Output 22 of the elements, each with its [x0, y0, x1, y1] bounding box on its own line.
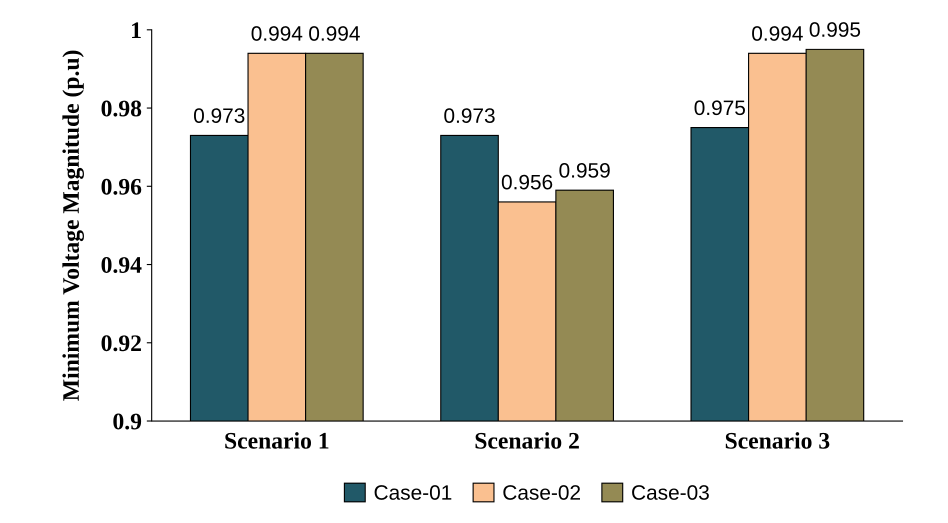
data-label: 0.994: [309, 26, 360, 41]
y-tick-label: 0.96: [102, 178, 142, 195]
y-tick-label: 0.98: [102, 100, 142, 117]
data-label: 0.994: [752, 26, 803, 41]
data-label: 0.995: [810, 22, 860, 37]
data-label: 0.973: [444, 108, 495, 123]
y-tick-label: 0.94: [102, 257, 142, 274]
data-label: 0.959: [559, 163, 610, 178]
y-tick-label: 0.92: [102, 335, 141, 352]
legend-label: Case-03: [632, 485, 709, 500]
data-label: 0.956: [502, 174, 552, 190]
data-label: 0.973: [194, 108, 244, 123]
data-label: 0.975: [694, 100, 745, 116]
y-tick-label: 1: [132, 22, 141, 38]
x-tick-label: Scenario 1: [225, 432, 328, 449]
x-tick-label: Scenario 2: [476, 432, 579, 449]
y-tick-label: 0.9: [113, 414, 142, 430]
x-tick-label: Scenario 3: [726, 432, 830, 449]
data-label: 0.994: [252, 26, 302, 41]
legend-label: Case-02: [503, 485, 580, 500]
legend-label: Case-01: [374, 485, 452, 500]
y-axis-title: Minimum Voltage Magnitude (p.u): [62, 50, 84, 401]
